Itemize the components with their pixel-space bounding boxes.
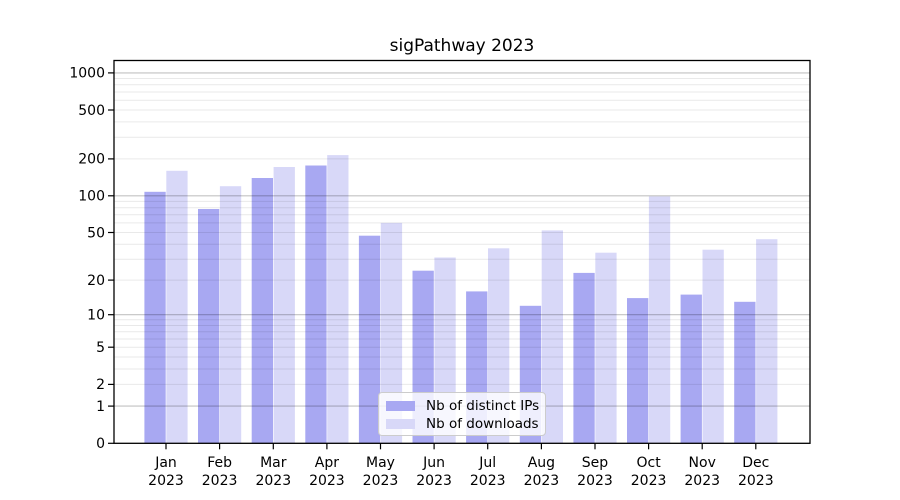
ticks-group: 0 1 2 5 10 20 50 100 200 500 1000 Jan 2023 Feb 2023 Mar…: [69, 66, 773, 489]
bar-downloads: [648, 196, 671, 444]
x-tick-label-month: Dec: [742, 455, 769, 471]
bar-distinct-ips: [144, 191, 166, 444]
x-tick-label-month: Feb: [207, 455, 232, 471]
plot-border: [113, 59, 811, 444]
x-tick-label-month: Oct: [636, 455, 661, 471]
y-tick-label: 500: [78, 103, 105, 119]
y-tick-label: 5: [96, 340, 105, 356]
y-tick-label: 20: [87, 273, 105, 289]
x-tick-label-month: Mar: [260, 455, 287, 471]
x-tick-label-year: 2023: [524, 473, 560, 489]
bar-distinct-ips: [358, 235, 381, 444]
bar-distinct-ips: [627, 298, 649, 444]
y-tick-label: 100: [78, 189, 105, 205]
x-tick-label-month: Jul: [478, 455, 496, 471]
x-tick-label-year: 2023: [202, 473, 238, 489]
bar-downloads: [541, 230, 563, 444]
x-tick-label-year: 2023: [416, 473, 452, 489]
y-tick-label: 10: [87, 308, 105, 324]
x-tick-label-year: 2023: [738, 473, 774, 489]
x-tick-label-year: 2023: [470, 473, 506, 489]
y-tick-label: 2: [96, 377, 105, 393]
x-tick-label-year: 2023: [577, 473, 613, 489]
y-tick-label: 200: [78, 152, 105, 168]
x-tick-label-month: Apr: [315, 455, 339, 471]
x-tick-label-year: 2023: [631, 473, 667, 489]
y-tick-label: 1: [96, 399, 105, 415]
bar-distinct-ips: [573, 272, 595, 444]
legend-item-distinct-ips: Nb of distinct IPs: [386, 397, 539, 415]
x-tick-label-year: 2023: [684, 473, 720, 489]
bar-distinct-ips: [680, 294, 702, 444]
bar-downloads: [327, 155, 349, 444]
bar-distinct-ips: [251, 178, 273, 444]
legend-box: Nb of distinct IPs Nb of downloads: [378, 392, 546, 436]
bar-downloads: [702, 249, 724, 444]
legend-label-distinct-ips: Nb of distinct IPs: [426, 398, 540, 414]
x-tick-label-year: 2023: [255, 473, 291, 489]
legend-swatch-downloads: [386, 419, 415, 429]
legend-item-downloads: Nb of downloads: [386, 415, 539, 433]
bar-downloads: [273, 167, 295, 444]
bar-downloads: [756, 239, 778, 444]
x-tick-label-month: Nov: [689, 455, 716, 471]
x-tick-label-month: Jan: [154, 455, 177, 471]
x-tick-label-year: 2023: [363, 473, 399, 489]
legend-swatch-distinct-ips: [386, 401, 415, 411]
bar-downloads: [166, 170, 188, 444]
bar-downloads: [219, 186, 242, 444]
bar-distinct-ips: [198, 209, 220, 444]
y-tick-label: 1000: [69, 66, 105, 82]
bar-distinct-ips: [305, 165, 327, 444]
y-tick-label: 0: [96, 436, 105, 452]
bar-downloads: [595, 252, 617, 444]
legend-label-downloads: Nb of downloads: [426, 416, 539, 432]
x-tick-label-month: Jun: [422, 455, 445, 471]
x-tick-label-year: 2023: [148, 473, 184, 489]
x-tick-label-year: 2023: [309, 473, 345, 489]
x-tick-label-month: Sep: [582, 455, 609, 471]
bar-downloads: [380, 222, 403, 444]
x-tick-label-month: May: [366, 455, 395, 471]
chart-title: sigPathway 2023: [390, 36, 535, 56]
gridlines-group: [114, 72, 810, 407]
y-tick-label: 50: [87, 225, 105, 241]
x-tick-label-month: Aug: [528, 455, 555, 471]
bar-distinct-ips: [734, 301, 756, 444]
